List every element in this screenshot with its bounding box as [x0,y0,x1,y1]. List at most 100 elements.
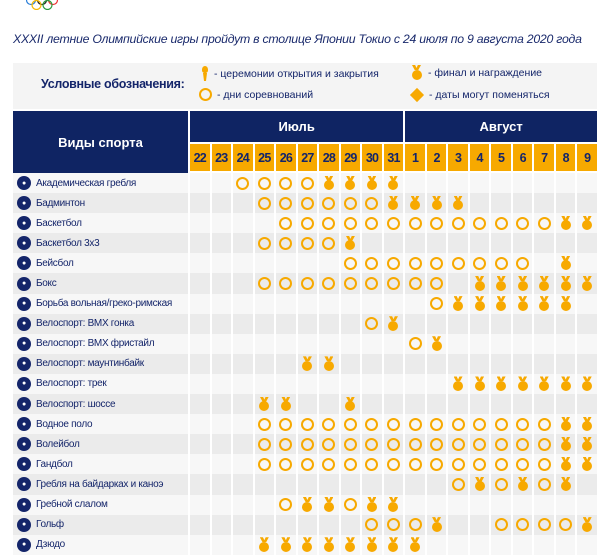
schedule-cell [555,394,576,415]
competition-day-icon [386,256,400,270]
sport-name: Борьба вольная/греко-римская [36,298,172,310]
schedule-cell [190,193,210,214]
medal-icon [581,376,594,391]
competition-day-icon [257,417,271,431]
medal-icon [322,176,335,191]
schedule-cell [405,233,425,254]
header-day: 28 [319,144,339,171]
schedule-cell [190,394,210,415]
schedule-cell [534,293,554,314]
boxing-icon: ● [17,276,31,291]
schedule-cell [297,273,318,294]
schedule-cell [491,474,511,495]
schedule-cell [426,373,447,395]
header-day: 4 [469,144,490,171]
medal-icon [559,296,572,311]
schedule-cell [254,173,275,194]
header-day: 24 [233,144,253,171]
schedule-cell [233,474,253,495]
schedule-cell [383,213,404,234]
competition-day-icon [300,457,314,471]
schedule-cell [211,253,232,274]
schedule-cell [534,333,554,354]
schedule-cell [297,353,318,374]
sport-row-label: ● Дзюдо [13,534,188,555]
competition-day-icon [279,277,293,291]
schedule-cell [233,213,253,234]
header-day: 26 [276,144,296,171]
schedule-cell [211,333,232,354]
schedule-cell [211,494,232,515]
sport-name: Бадминтон [36,197,85,209]
schedule-cell [555,213,576,234]
schedule-cell [405,514,425,535]
schedule-cell [211,434,232,455]
schedule-cell [276,353,296,374]
schedule-cell [577,253,597,274]
competition-day-icon [516,417,530,431]
schedule-cell [319,474,339,495]
competition-day-icon [279,417,293,431]
medal-icon [430,336,443,351]
schedule-cell [555,494,576,515]
schedule-cell [534,394,554,415]
competition-day-icon [343,196,357,210]
medal-icon [344,397,357,412]
basketball-3x3-icon: ● [17,236,31,251]
medal-icon [495,296,508,311]
schedule-cell [383,233,404,254]
schedule-cell [555,434,576,455]
schedule-cell [383,353,404,374]
schedule-cell [512,414,533,435]
schedule-cell [491,514,511,535]
schedule-cell [512,213,533,234]
schedule-cell [426,474,447,495]
schedule-cell [233,514,253,535]
competition-day-icon [408,337,422,351]
competition-day-icon [322,437,336,451]
competition-day-icon [494,477,508,491]
competition-day-icon [386,277,400,291]
competition-day-icon [494,256,508,270]
schedule-cell [491,353,511,374]
competition-day-icon [451,417,465,431]
competition-day-icon [343,457,357,471]
schedule-cell [534,454,554,475]
schedule-cell [512,474,533,495]
schedule-cell [512,394,533,415]
competition-day-icon [300,236,314,250]
schedule-cell [577,454,597,475]
sport-row-label: ● Бейсбол [13,253,188,274]
schedule-cell [469,454,490,475]
sport-name: Гольф [36,519,64,531]
schedule-cell [297,253,318,274]
competition-day-icon [257,176,271,190]
competition-day-icon [494,457,508,471]
schedule-cell [555,454,576,475]
schedule-cell [426,193,447,214]
schedule-cell [469,173,490,194]
sport-row-label: ● Велоспорт: маунтинбайк [13,353,188,374]
track-cycling-icon: ● [17,376,31,391]
schedule-cell [383,514,404,535]
competition-day-icon [430,417,444,431]
schedule-cell [577,313,597,334]
schedule-cell [297,534,318,555]
schedule-cell [426,353,447,374]
schedule-cell [491,293,511,314]
competition-day-icon [300,277,314,291]
golf-icon: ● [17,517,31,532]
medal-icon [409,537,422,552]
schedule-cell [448,353,468,374]
schedule-cell [340,193,361,214]
competition-day-icon [386,417,400,431]
schedule-cell [276,333,296,354]
schedule-cell [448,293,468,314]
schedule-cell [297,414,318,435]
competition-day-icon [516,256,530,270]
schedule-cell [233,434,253,455]
schedule-cell [297,514,318,535]
schedule-cell [362,253,382,274]
schedule-cell [469,434,490,455]
schedule-cell [297,173,318,194]
